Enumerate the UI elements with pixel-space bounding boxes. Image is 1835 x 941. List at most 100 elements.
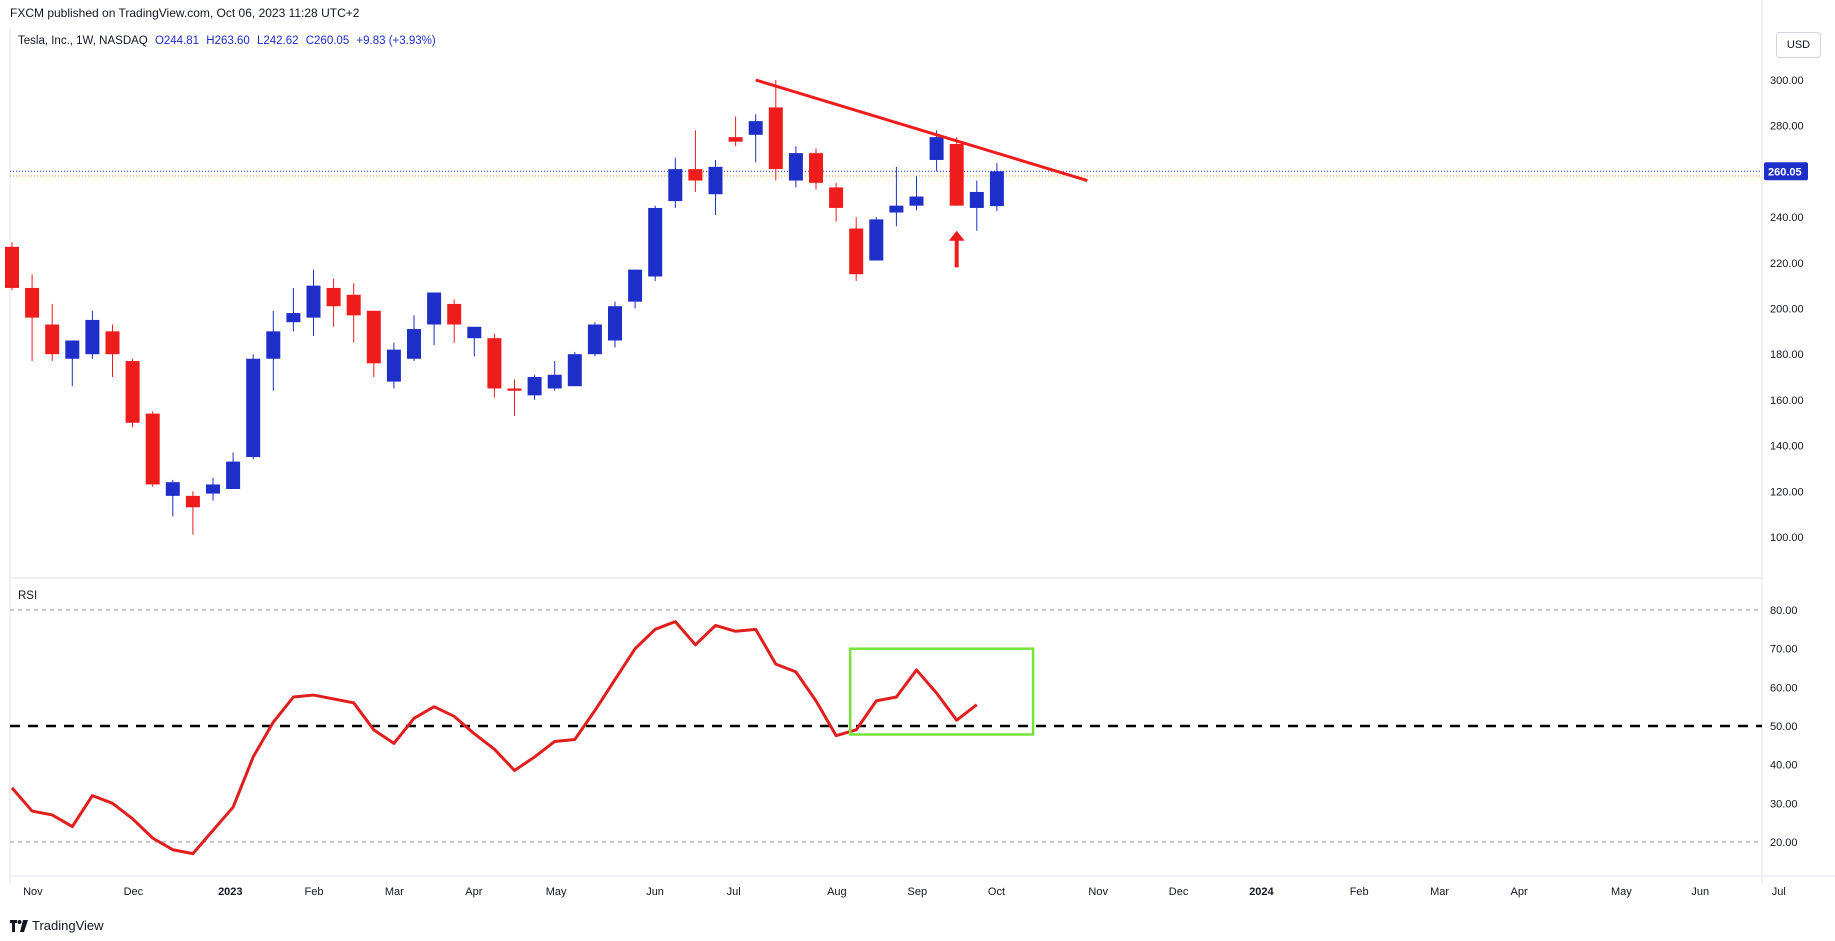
tradingview-brand: TradingView [32, 918, 104, 933]
candle-body [346, 294, 361, 316]
candle-body [909, 196, 924, 206]
candle-body [969, 191, 984, 208]
candle-body [547, 374, 562, 389]
candle-body [648, 207, 663, 277]
time-tick-label: Apr [1511, 886, 1528, 898]
candle-body [326, 287, 341, 307]
candle-body [206, 484, 220, 494]
candle-body [829, 187, 844, 208]
candle-body [25, 287, 40, 318]
time-tick-label: Mar [1430, 886, 1449, 898]
rsi-tick-label: 20.00 [1770, 837, 1798, 849]
candle-body [5, 246, 19, 288]
time-tick-label: Aug [827, 886, 847, 898]
candle-body [849, 228, 864, 275]
candle-body [105, 331, 120, 355]
time-tick-label: Dec [1169, 886, 1189, 898]
up-arrow-head [948, 230, 965, 241]
candle-body [467, 326, 482, 339]
legend-change: +9.83 (+3.93%) [356, 35, 436, 47]
legend-open: O244.81 [154, 35, 200, 47]
candle-body [427, 292, 442, 325]
time-tick-label: Sep [908, 886, 928, 898]
tradingview-logo-icon [10, 919, 28, 932]
candle-body [165, 482, 180, 496]
candle-body [768, 107, 783, 170]
rsi-line [10, 620, 978, 856]
price-tick-label: 180.00 [1770, 349, 1804, 361]
time-tick-label: 2024 [1249, 886, 1274, 898]
candle-body [608, 306, 622, 341]
time-tick-label: May [1611, 886, 1632, 898]
time-tick-label: Dec [124, 886, 144, 898]
candle-body [587, 324, 602, 355]
tradingview-footer: TradingView [10, 918, 104, 933]
legend-close: C260.05 [305, 35, 350, 47]
candle-body [306, 285, 321, 318]
price-tick-label: 240.00 [1770, 212, 1804, 224]
candle-body [286, 313, 301, 323]
time-tick-label: Oct [988, 886, 1005, 898]
candle-body [507, 388, 522, 391]
price-tick-label: 140.00 [1770, 441, 1804, 453]
candle-body [65, 340, 80, 359]
candle-body [145, 413, 160, 485]
price-tick-label: 160.00 [1770, 395, 1804, 407]
resistance-trendline [755, 78, 1088, 182]
symbol-legend: Tesla, Inc., 1W, NASDAQ O244.81 H263.60 … [18, 35, 436, 47]
time-tick-label: Nov [1088, 886, 1108, 898]
rsi-tick-label: 80.00 [1770, 605, 1798, 617]
time-tick-label: May [546, 886, 567, 898]
candle-body [226, 461, 241, 490]
time-tick-label: Jul [1772, 886, 1786, 898]
candle-body [386, 349, 401, 382]
time-tick-label: Jun [646, 886, 664, 898]
rsi-tick-label: 50.00 [1770, 721, 1798, 733]
candle-body [949, 143, 964, 206]
price-tick-label: 300.00 [1770, 75, 1804, 87]
time-tick-label: Mar [385, 886, 404, 898]
candle-body [246, 358, 261, 458]
price-tick-label: 120.00 [1770, 486, 1804, 498]
candle-body [447, 303, 462, 325]
candle-body [728, 137, 743, 142]
time-tick-label: Nov [23, 886, 43, 898]
time-tick-label: Feb [305, 886, 324, 898]
candle-body [527, 377, 542, 396]
legend-low: L242.62 [256, 35, 299, 47]
currency-button[interactable]: USD [1776, 32, 1821, 58]
rsi-tick-label: 70.00 [1770, 644, 1798, 656]
published-by-text: FXCM published on TradingView.com, Oct 0… [10, 6, 360, 20]
time-tick-label: Jul [727, 886, 741, 898]
last-price-label: 260.05 [1768, 166, 1802, 178]
price-tick-label: 100.00 [1770, 532, 1804, 544]
candle-body [266, 331, 281, 359]
symbol-name: Tesla, Inc., 1W, NASDAQ [18, 35, 148, 47]
time-tick-label: 2023 [218, 886, 242, 898]
candle-body [788, 153, 803, 181]
rsi-tick-label: 60.00 [1770, 682, 1798, 694]
candle-body [407, 329, 421, 359]
candle-body [487, 338, 502, 389]
candle-body [869, 219, 884, 261]
time-tick-label: Jun [1691, 886, 1709, 898]
candle-body [929, 137, 944, 160]
price-tick-label: 280.00 [1770, 121, 1804, 133]
candle-body [628, 269, 643, 302]
rsi-tick-label: 30.00 [1770, 798, 1798, 810]
candle-body [748, 121, 763, 135]
candle-body [889, 205, 904, 213]
candle-body [366, 310, 381, 364]
candle-body [989, 171, 1004, 207]
last-price-badge [1764, 162, 1808, 181]
candle-body [125, 361, 140, 423]
rsi-label: RSI [18, 590, 38, 602]
rsi-highlight-box [848, 647, 1035, 736]
candle-body [708, 166, 723, 195]
candle-body [809, 153, 823, 183]
candle-body [45, 324, 60, 355]
rsi-tick-label: 40.00 [1770, 760, 1798, 772]
time-tick-label: Feb [1350, 886, 1369, 898]
candle-body [85, 319, 100, 355]
